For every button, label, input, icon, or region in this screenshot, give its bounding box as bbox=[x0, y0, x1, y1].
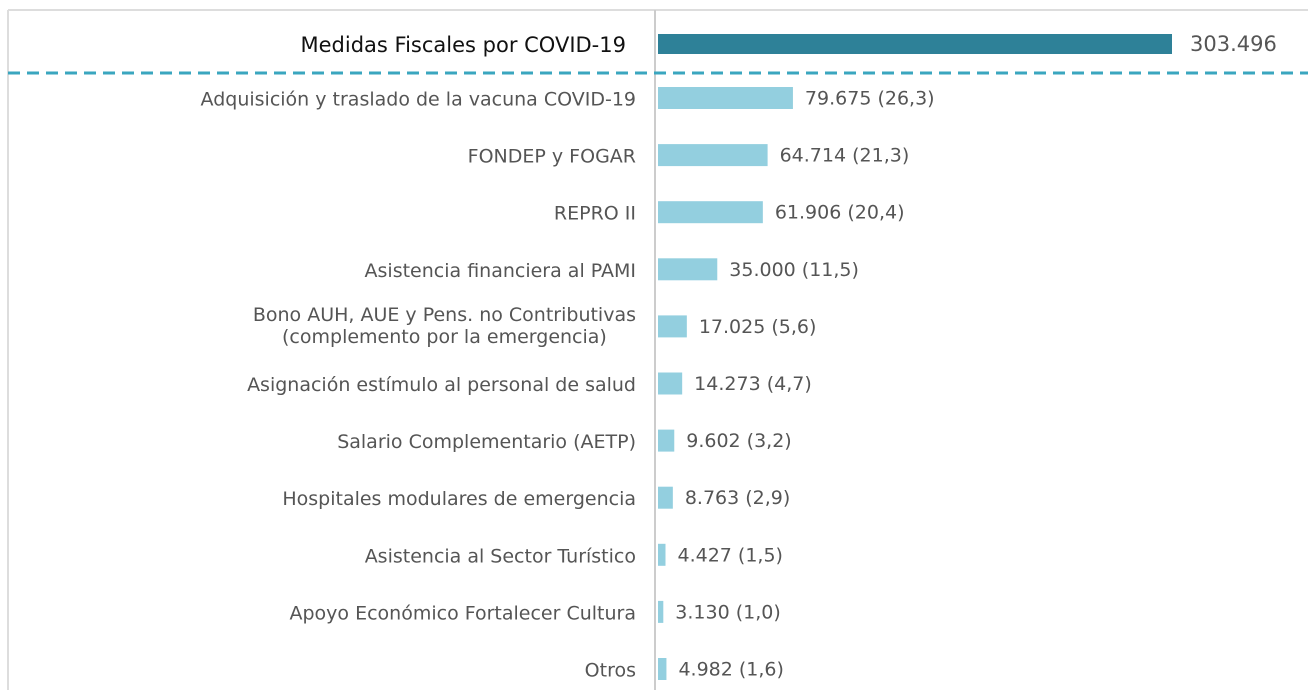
bar bbox=[658, 144, 768, 167]
value-label: 61.906 (20,4) bbox=[775, 202, 905, 224]
bar bbox=[658, 315, 687, 338]
value-label: 8.763 (2,9) bbox=[685, 487, 790, 509]
value-label: 9.602 (3,2) bbox=[686, 430, 791, 452]
category-label: Asignación estímulo al personal de salud bbox=[247, 374, 636, 396]
value-label: 3.130 (1,0) bbox=[675, 601, 780, 623]
category-label: Otros bbox=[585, 660, 636, 682]
category-label: Adquisición y traslado de la vacuna COVI… bbox=[201, 89, 636, 111]
category-label: Hospitales modulares de emergencia bbox=[282, 488, 636, 510]
value-label: 14.273 (4,7) bbox=[694, 373, 812, 395]
bar bbox=[658, 372, 683, 395]
bar bbox=[658, 658, 667, 680]
bar bbox=[658, 600, 664, 623]
category-label: Medidas Fiscales por COVID-19 bbox=[301, 33, 626, 57]
category-label: Bono AUH, AUE y Pens. no Contributivas bbox=[253, 304, 636, 326]
value-label: 17.025 (5,6) bbox=[699, 316, 817, 338]
value-label: 4.982 (1,6) bbox=[678, 659, 783, 681]
category-label: Asistencia financiera al PAMI bbox=[365, 260, 636, 282]
value-label: 79.675 (26,3) bbox=[805, 88, 935, 110]
category-label: FONDEP y FOGAR bbox=[468, 146, 636, 168]
category-label: Asistencia al Sector Turístico bbox=[365, 545, 636, 567]
value-label: 64.714 (21,3) bbox=[780, 145, 910, 167]
category-label: Apoyo Económico Fortalecer Cultura bbox=[290, 602, 637, 624]
bar bbox=[658, 201, 763, 224]
value-label: 4.427 (1,5) bbox=[677, 544, 782, 566]
bar bbox=[658, 87, 793, 109]
bar bbox=[658, 543, 666, 566]
bar bbox=[658, 34, 1172, 54]
category-label: (complemento por la emergencia) bbox=[282, 326, 607, 348]
category-label: REPRO II bbox=[554, 203, 636, 225]
value-label: 303.496 bbox=[1190, 32, 1277, 56]
value-label: 35.000 (11,5) bbox=[729, 259, 859, 281]
bar bbox=[658, 258, 718, 281]
bar bbox=[658, 429, 675, 452]
bar bbox=[658, 486, 673, 509]
category-label: Salario Complementario (AETP) bbox=[337, 431, 636, 453]
